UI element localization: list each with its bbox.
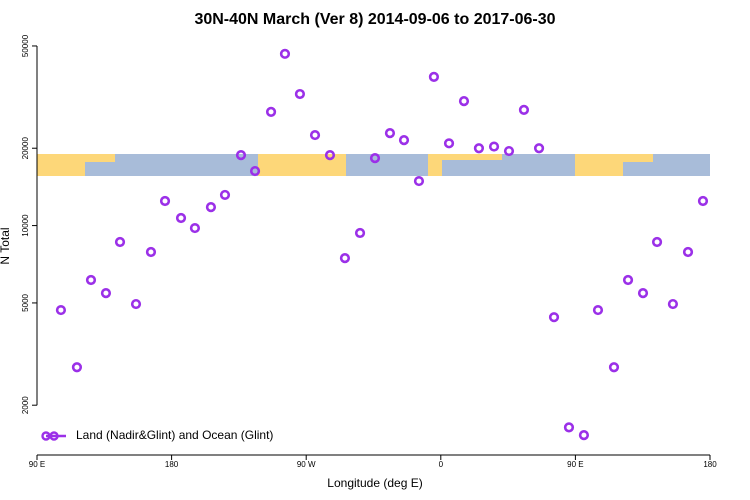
x-tick-label: 180 <box>165 460 179 469</box>
point <box>130 298 142 310</box>
point <box>518 104 530 115</box>
point <box>354 227 366 239</box>
point <box>503 145 515 157</box>
chart-title: 30N-40N March (Ver 8) 2014-09-06 to 2017… <box>194 11 555 28</box>
y-tick-label: 2000 <box>21 396 30 414</box>
point <box>85 274 97 286</box>
point <box>384 128 396 139</box>
x-tick-label: 90 W <box>297 460 316 469</box>
point <box>697 195 709 207</box>
point <box>294 88 306 100</box>
map-strip <box>37 154 710 176</box>
x-axis-label: Longitude (deg E) <box>327 476 422 490</box>
point <box>682 246 694 258</box>
point <box>279 48 291 59</box>
y-tick-label: 5000 <box>21 293 30 311</box>
point <box>369 153 381 164</box>
point <box>219 189 231 201</box>
point <box>55 304 67 316</box>
point <box>651 236 663 248</box>
legend-label: Land (Nadir&Glint) and Ocean (Glint) <box>76 428 273 442</box>
point <box>114 236 126 248</box>
point <box>235 150 247 161</box>
point <box>175 212 187 224</box>
point <box>428 71 440 82</box>
point <box>159 195 171 207</box>
y-tick-label: 20000 <box>21 137 30 160</box>
point <box>548 312 560 323</box>
point <box>592 304 604 316</box>
point <box>667 298 679 310</box>
point <box>488 141 500 152</box>
point <box>578 429 590 441</box>
x-tick-label: 90 E <box>567 460 583 469</box>
point <box>205 202 217 213</box>
point <box>100 288 112 299</box>
point <box>622 274 634 286</box>
y-tick-label: 50000 <box>21 34 30 57</box>
point <box>473 143 485 154</box>
legend-marker <box>49 431 59 441</box>
x-tick-label: 0 <box>439 460 444 469</box>
point <box>533 143 545 154</box>
point <box>413 175 425 187</box>
point <box>398 135 410 146</box>
point <box>443 138 455 149</box>
point <box>608 362 620 373</box>
point <box>249 165 261 177</box>
point <box>265 106 277 117</box>
point <box>563 422 575 433</box>
point <box>309 129 321 141</box>
point <box>458 96 470 107</box>
point <box>339 253 351 264</box>
point <box>71 362 83 373</box>
point <box>637 288 649 299</box>
point <box>324 150 336 161</box>
y-tick-label: 10000 <box>21 214 30 237</box>
x-tick-label: 90 E <box>29 460 45 469</box>
point <box>145 246 157 258</box>
x-tick-label: 180 <box>703 460 717 469</box>
point <box>189 222 201 234</box>
y-axis-label: N Total <box>0 227 12 264</box>
